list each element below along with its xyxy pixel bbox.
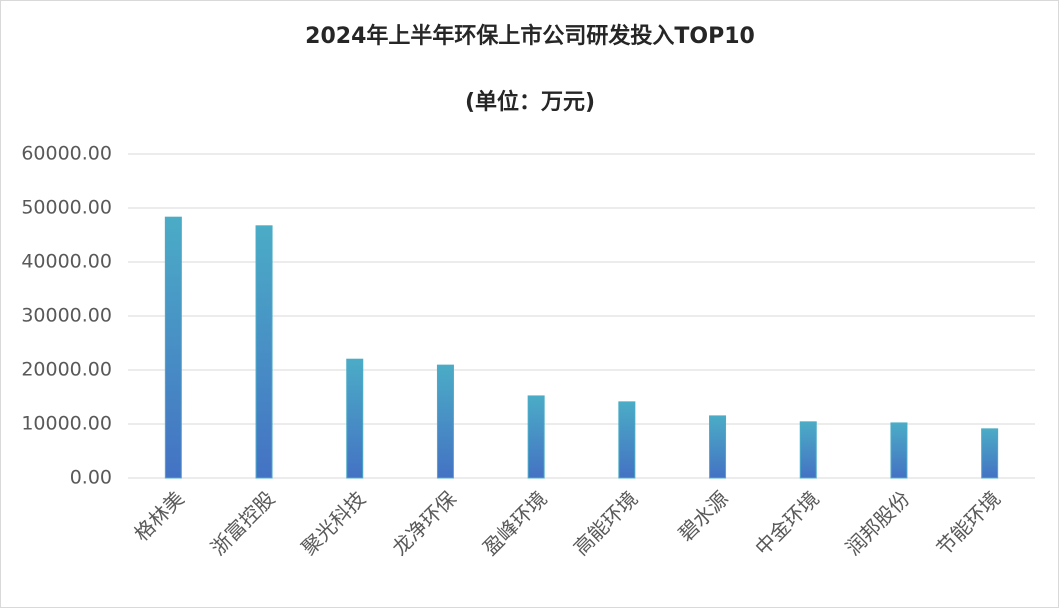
y-tick-label: 10000.00 [21,413,112,435]
bar [346,358,364,479]
bar [981,428,999,479]
bar [618,401,636,479]
bar [527,395,545,479]
chart-title: 2024年上半年环保上市公司研发投入TOP10 [305,23,755,49]
bar [890,422,908,479]
bar [164,216,182,479]
y-tick-label: 30000.00 [21,305,112,327]
y-tick-label: 20000.00 [21,359,112,381]
y-tick-label: 0.00 [70,467,112,489]
chart-subtitle: (单位：万元) [465,89,595,115]
bar [799,421,817,479]
y-tick-label: 50000.00 [21,197,112,219]
y-tick-label: 60000.00 [21,143,112,165]
y-tick-label: 40000.00 [21,251,112,273]
bar [255,225,273,479]
bar [709,415,727,479]
bar [436,364,454,479]
